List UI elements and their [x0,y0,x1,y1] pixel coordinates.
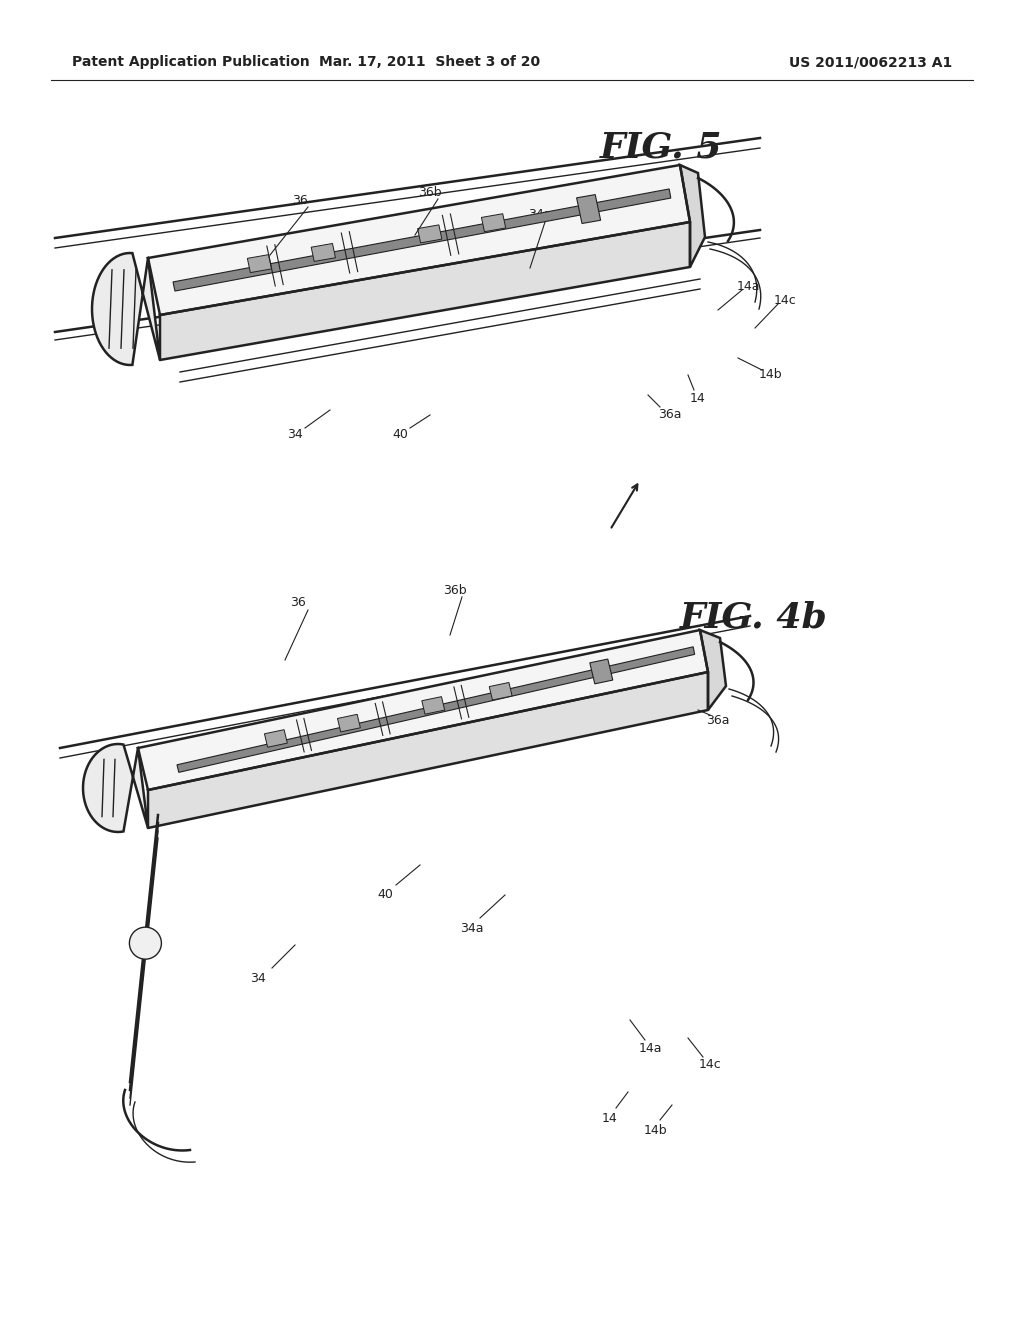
Polygon shape [138,630,708,789]
Text: 14: 14 [602,1111,617,1125]
Polygon shape [177,647,694,772]
Polygon shape [422,697,444,714]
Text: Patent Application Publication: Patent Application Publication [72,55,309,69]
Polygon shape [680,165,705,267]
Text: 36: 36 [292,194,308,206]
Polygon shape [338,714,360,731]
Polygon shape [481,214,506,232]
Text: 14c: 14c [698,1059,721,1072]
Text: 36b: 36b [418,186,441,198]
Text: 14b: 14b [758,368,781,381]
Text: 36: 36 [290,595,306,609]
Polygon shape [418,224,442,243]
Text: 34: 34 [250,972,266,985]
Polygon shape [590,659,612,684]
Polygon shape [92,253,160,366]
Text: US 2011/0062213 A1: US 2011/0062213 A1 [788,55,952,69]
Text: 36b: 36b [443,583,467,597]
Polygon shape [173,189,671,290]
Text: 14a: 14a [736,280,760,293]
Polygon shape [83,744,148,832]
Text: 40: 40 [392,429,408,441]
Text: 14: 14 [690,392,706,404]
Polygon shape [148,672,708,828]
Text: 34a: 34a [460,921,483,935]
Text: 40: 40 [377,888,393,902]
Text: 36a: 36a [707,714,730,726]
Text: Mar. 17, 2011  Sheet 3 of 20: Mar. 17, 2011 Sheet 3 of 20 [319,55,541,69]
Polygon shape [311,243,336,261]
Polygon shape [148,165,690,315]
Polygon shape [160,222,690,360]
Text: FIG. 4b: FIG. 4b [680,601,827,635]
Text: 34: 34 [287,429,303,441]
Text: 34a: 34a [528,209,552,222]
Text: 14c: 14c [773,293,797,306]
Polygon shape [577,194,601,223]
Text: 14a: 14a [638,1041,662,1055]
Circle shape [129,927,162,960]
Text: 14b: 14b [643,1123,667,1137]
Polygon shape [264,730,288,747]
Polygon shape [700,630,726,710]
Polygon shape [489,682,512,700]
Polygon shape [248,255,271,273]
Text: FIG. 5: FIG. 5 [600,131,723,165]
Text: 36a: 36a [658,408,682,421]
